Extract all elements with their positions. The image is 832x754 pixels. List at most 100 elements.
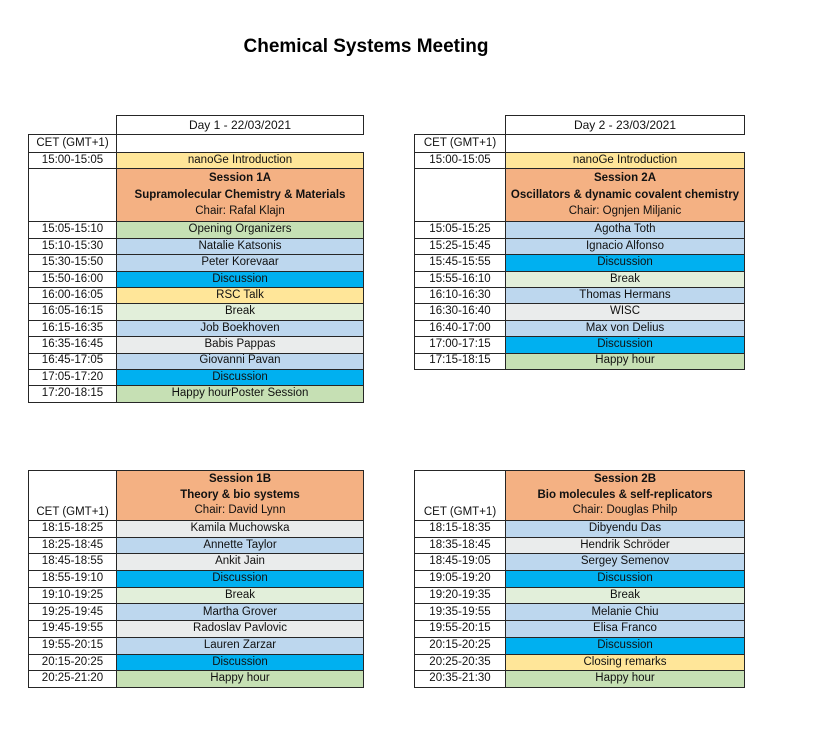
event-cell: Discussion — [116, 270, 364, 288]
event-cell: Annette Taylor — [116, 536, 364, 555]
time-cell: 20:15-20:25 — [28, 653, 117, 672]
event-cell: Agotha Toth — [505, 221, 745, 239]
time-cell: 18:15-18:25 — [28, 520, 117, 538]
session-topic: Supramolecular Chemistry & Materials — [134, 188, 346, 201]
schedule-row: 15:10-15:30 Natalie Katsonis — [28, 237, 364, 256]
event-cell: Babis Pappas — [116, 336, 364, 354]
event-cell: Break — [116, 303, 364, 321]
day-header-spacer — [28, 115, 117, 135]
event-cell: Kamila Muchowska — [116, 520, 364, 538]
session-header: Session 1B Theory & bio systems Chair: Dav… — [116, 470, 364, 521]
schedule-row: 20:25-21:20 Happy hour — [28, 670, 364, 688]
time-cell: 17:05-17:20 — [28, 368, 117, 387]
schedule-row: 20:25-20:35 Closing remarks — [414, 653, 745, 672]
cet-row: CET (GMT+1) — [28, 134, 364, 153]
time-cell: 15:50-16:00 — [28, 270, 117, 288]
event-cell: Hendrik Schröder — [505, 536, 745, 555]
time-cell: 16:30-16:40 — [414, 303, 506, 321]
event-cell: Discussion — [505, 336, 745, 354]
session-chair: Chair: Ognjen Miljanic — [568, 205, 682, 218]
schedule-row: 19:05-19:20 Discussion — [414, 570, 745, 588]
event-cell: Giovanni Pavan — [116, 352, 364, 370]
session-header-row: CET (GMT+1) Session 1B Theory & bio system… — [28, 470, 364, 521]
schedule-row: 19:10-19:25 Break — [28, 586, 364, 605]
event-cell: Elisa Franco — [505, 620, 745, 638]
event-cell: Break — [505, 586, 745, 605]
session-title: Session 1B — [209, 473, 271, 486]
event-cell: Discussion — [505, 636, 745, 655]
event-cell: Job Boekhoven — [116, 319, 364, 338]
time-cell: 15:00-15:05 — [28, 152, 117, 170]
schedule-row: 16:40-17:00 Max von Delius — [414, 319, 745, 338]
event-cell: Lauren Zarzar — [116, 636, 364, 655]
session-chair: Chair: David Lynn — [194, 504, 286, 517]
session-chair: Chair: Douglas Philp — [572, 504, 678, 517]
cet-label: CET (GMT+1) — [28, 470, 117, 521]
schedule-row: 15:55-16:10 Break — [414, 270, 745, 288]
session-header: Session 2A Oscillators & dynamic covalent… — [505, 168, 745, 223]
event-cell: Max von Delius — [505, 319, 745, 338]
event-cell: Happy hour — [116, 670, 364, 688]
event-cell: Discussion — [505, 570, 745, 588]
schedule-row: 18:15-18:25 Kamila Muchowska — [28, 520, 364, 538]
event-cell: Dibyendu Das — [505, 520, 745, 538]
schedule-row: 19:20-19:35 Break — [414, 586, 745, 605]
day-header-spacer — [414, 115, 506, 135]
time-cell: 19:35-19:55 — [414, 603, 506, 622]
table-day2-session-2a: Day 2 - 23/03/2021 CET (GMT+1) 15:00-15:05… — [414, 115, 745, 370]
event-cell: Radoslav Pavlovic — [116, 620, 364, 638]
schedule-row: 15:00-15:05 nanoGe Introduction — [28, 152, 364, 170]
session-header: Session 1A Supramolecular Chemistry & Mat… — [116, 168, 364, 223]
schedule-row: 17:20-18:15 Happy hourPoster Session — [28, 385, 364, 403]
time-cell: 16:40-17:00 — [414, 319, 506, 338]
event-cell: WISC — [505, 303, 745, 321]
event-cell: Discussion — [116, 368, 364, 387]
event-cell: Break — [116, 586, 364, 605]
schedule-row: 17:05-17:20 Discussion — [28, 368, 364, 387]
event-cell: Ankit Jain — [116, 553, 364, 572]
time-cell: 15:55-16:10 — [414, 270, 506, 288]
schedule-row: 18:15-18:35 Dibyendu Das — [414, 520, 745, 538]
schedule-row: 15:50-16:00 Discussion — [28, 270, 364, 288]
schedule-row: 16:35-16:45 Babis Pappas — [28, 336, 364, 354]
schedule-row: 20:35-21:30 Happy hour — [414, 670, 745, 688]
time-cell: 18:55-19:10 — [28, 570, 117, 588]
schedule-row: 16:15-16:35 Job Boekhoven — [28, 319, 364, 338]
time-cell: 15:25-15:45 — [414, 237, 506, 256]
event-cell: RSC Talk — [116, 286, 364, 305]
event-cell: Happy hour — [505, 352, 745, 370]
time-cell: 20:25-20:35 — [414, 653, 506, 672]
schedule-row: 15:45-15:55 Discussion — [414, 254, 745, 272]
time-cell: 16:45-17:05 — [28, 352, 117, 370]
schedule-row: 16:05-16:15 Break — [28, 303, 364, 321]
session-header: Session 2B Bio molecules & self-replicato… — [505, 470, 745, 521]
session-header-row: Session 2A Oscillators & dynamic covalent… — [414, 168, 745, 223]
time-cell: 17:00-17:15 — [414, 336, 506, 354]
table-session-1b: CET (GMT+1) Session 1B Theory & bio system… — [28, 470, 364, 688]
event-cell: Happy hourPoster Session — [116, 385, 364, 403]
time-cell: 19:45-19:55 — [28, 620, 117, 638]
time-cell: 20:35-21:30 — [414, 670, 506, 688]
time-cell: 17:20-18:15 — [28, 385, 117, 403]
event-cell: Break — [505, 270, 745, 288]
table-session-2b: CET (GMT+1) Session 2B Bio molecules & sel… — [414, 470, 745, 688]
time-cell: 15:30-15:50 — [28, 254, 117, 272]
schedule-row: 16:30-16:40 WISC — [414, 303, 745, 321]
time-cell: 17:15-18:15 — [414, 352, 506, 370]
event-cell: Sergey Semenov — [505, 553, 745, 572]
schedule-row: 15:05-15:10 Opening Organizers — [28, 221, 364, 239]
time-cell: 18:45-18:55 — [28, 553, 117, 572]
time-cell: 16:15-16:35 — [28, 319, 117, 338]
event-cell: Discussion — [116, 653, 364, 672]
event-cell: nanoGe Introduction — [116, 152, 364, 170]
time-cell: 16:05-16:15 — [28, 303, 117, 321]
event-cell: Natalie Katsonis — [116, 237, 364, 256]
day-header: Day 2 - 23/03/2021 — [505, 115, 745, 135]
time-cell: 16:10-16:30 — [414, 286, 506, 305]
time-cell: 15:10-15:30 — [28, 237, 117, 256]
day-header: Day 1 - 22/03/2021 — [116, 115, 364, 135]
time-cell: 16:35-16:45 — [28, 336, 117, 354]
schedule-row: 15:25-15:45 Ignacio Alfonso — [414, 237, 745, 256]
session-spacer-cell — [414, 168, 506, 223]
